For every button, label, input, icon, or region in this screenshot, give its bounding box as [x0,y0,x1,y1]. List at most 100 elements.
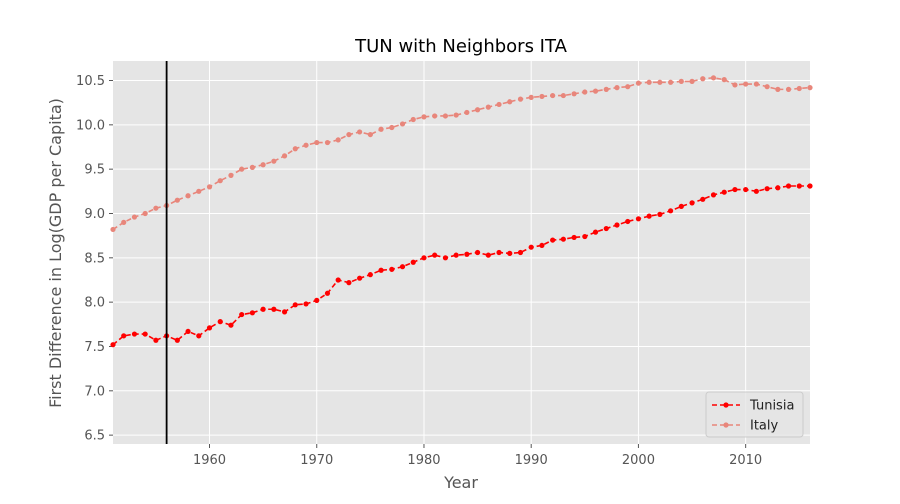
data-point-tunisia [625,218,631,225]
y-tick-label: 7.5 [84,340,105,355]
data-point-italy [603,86,609,92]
data-point-italy [239,166,245,172]
legend-label-tunisia: Tunisia [749,399,794,414]
data-point-tunisia [764,186,770,192]
data-point-tunisia [249,310,255,316]
data-point-italy [153,205,159,211]
data-point-tunisia [539,242,545,249]
data-point-tunisia [721,189,727,195]
y-tick-label: 10.5 [76,74,105,89]
data-point-tunisia [303,301,309,307]
data-point-italy [796,85,802,92]
data-point-tunisia [496,249,502,256]
data-point-tunisia [346,280,352,286]
data-point-tunisia [432,252,438,258]
data-point-italy [764,84,770,90]
legend-marker-italy [723,422,729,428]
data-point-italy [592,88,599,94]
data-point-italy [646,79,652,85]
x-tick-label: 2010 [729,453,762,468]
data-point-italy [389,124,395,131]
data-point-italy [432,113,438,119]
data-point-italy [775,86,781,92]
data-point-tunisia [571,234,577,241]
data-point-tunisia [743,186,749,193]
data-point-tunisia [796,183,802,189]
data-point-tunisia [206,325,213,331]
data-point-italy [785,86,792,92]
series-italy [110,75,813,233]
data-point-italy [678,78,684,84]
data-point-italy [474,107,481,113]
series-layer [110,61,813,444]
data-point-italy [571,91,577,97]
data-point-tunisia [142,331,148,337]
data-point-italy [464,109,470,116]
data-point-italy [121,219,127,225]
data-point-tunisia [335,277,341,283]
data-point-italy [367,131,373,138]
data-point-tunisia [110,342,116,348]
x-tick-label: 1980 [407,453,440,468]
data-point-tunisia [324,290,331,296]
y-tick-label: 9.5 [84,163,105,178]
data-point-tunisia [389,266,395,272]
data-point-tunisia [668,208,674,214]
data-point-tunisia [314,297,320,303]
x-tick-label: 1970 [300,453,333,468]
data-point-italy [271,158,277,164]
data-point-italy [625,84,631,90]
data-point-italy [196,188,202,194]
data-point-italy [185,193,191,199]
data-point-italy [399,121,406,127]
data-point-italy [324,139,331,146]
data-point-tunisia [239,311,245,318]
data-point-tunisia [657,211,663,217]
data-point-italy [496,101,502,108]
legend-marker-tunisia [723,402,729,408]
data-point-tunisia [528,244,534,250]
data-point-tunisia [678,203,684,209]
data-point-italy [442,113,449,119]
data-point-tunisia [807,183,813,189]
data-point-tunisia [603,225,609,232]
data-point-italy [110,226,116,233]
data-point-tunisia [635,216,642,222]
data-point-tunisia [485,252,491,258]
data-point-tunisia [357,275,363,281]
data-point-tunisia [378,267,384,273]
y-tick-label: 8.5 [84,251,105,266]
data-point-italy [582,89,588,95]
data-point-tunisia [131,331,138,337]
data-point-italy [732,82,738,88]
data-point-italy [700,76,706,82]
data-point-italy [657,79,663,85]
data-point-italy [635,80,642,86]
data-point-italy [217,178,223,184]
data-point-tunisia [421,255,427,261]
data-point-tunisia [281,309,288,315]
data-point-italy [528,94,534,100]
data-point-italy [614,85,620,91]
data-point-italy [550,92,556,99]
data-point-tunisia [271,306,277,312]
x-axis-label: Year [443,473,478,492]
data-point-tunisia [367,272,373,278]
data-point-italy [206,184,213,190]
y-tick-label: 7.0 [84,384,105,399]
data-point-italy [743,81,749,87]
data-point-italy [689,78,695,84]
data-point-tunisia [121,333,127,339]
data-point-tunisia [775,185,781,191]
y-tick-label: 10.0 [76,118,105,133]
data-point-tunisia [174,337,180,343]
data-point-tunisia [474,249,481,256]
plot-area [113,61,810,444]
grid-lines [113,61,810,444]
data-point-italy [174,197,180,203]
data-point-italy [517,96,524,102]
data-point-italy [131,214,138,220]
data-point-tunisia [582,233,588,240]
data-point-italy [560,92,566,99]
